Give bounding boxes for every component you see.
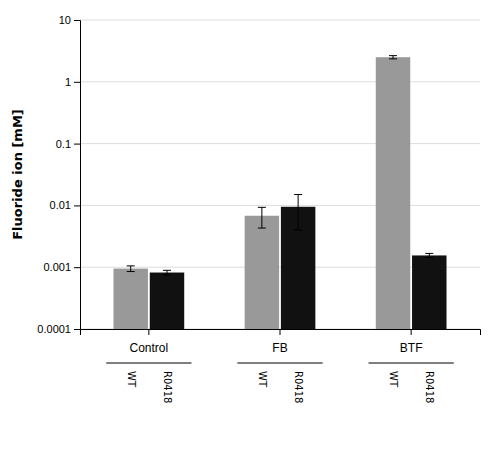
error-bar-line: [389, 55, 397, 56]
error-bar-line: [127, 271, 135, 272]
x-tick-mark: [148, 329, 149, 335]
error-bar-line: [127, 265, 135, 266]
error-bar-line: [166, 270, 167, 275]
error-bar: [425, 253, 433, 257]
bar: [150, 273, 184, 329]
bar: [113, 269, 147, 329]
error-bar: [163, 270, 171, 275]
y-tick-mark: [74, 20, 80, 21]
series: [113, 57, 410, 329]
x-tick: BTF: [400, 329, 423, 355]
error-bar-line: [425, 253, 433, 254]
y-axis-title: Fluoride ion [mM]: [10, 109, 25, 240]
y-tick-mark: [74, 144, 80, 145]
group-underline: [369, 362, 454, 363]
x-tick-mark: [280, 329, 281, 335]
series-sublabel: R0418: [424, 371, 435, 403]
x-axis: Control FB BTF: [81, 329, 481, 355]
y-tick-label: 0.001: [43, 261, 71, 273]
error-bars: [127, 56, 397, 272]
y-tick-label: 0.01: [50, 199, 71, 211]
y-tick-mark: [74, 329, 80, 330]
y-axis: 0.0001 0.001 0.01 0.1 1 10: [37, 14, 80, 335]
error-bar-line: [258, 228, 266, 229]
error-bar: [127, 266, 135, 272]
bar: [245, 216, 279, 329]
grid-line: [80, 20, 480, 21]
error-bar: [294, 195, 302, 230]
y-tick: 0.1: [56, 138, 80, 150]
y-tick-label: 0.1: [56, 138, 71, 150]
y-tick: 0.01: [50, 199, 80, 211]
grid: [80, 20, 480, 329]
x-tick-label: Control: [130, 341, 169, 355]
error-bar-line: [130, 266, 131, 272]
group-underline: [237, 362, 322, 363]
group-underline: [106, 362, 191, 363]
y-tick-mark: [74, 205, 80, 206]
y-tick-mark: [74, 82, 80, 83]
y-tick: 0.001: [43, 261, 80, 273]
error-bar-line: [294, 194, 302, 195]
error-bar: [258, 207, 266, 228]
series-sublabel: R0418: [293, 371, 304, 403]
error-bar-line: [429, 253, 430, 257]
y-tick: 1: [65, 76, 80, 88]
y-tick-label: 0.0001: [37, 323, 71, 335]
grid-line: [80, 205, 480, 206]
y-tick-mark: [74, 267, 80, 268]
y-axis-line: [74, 21, 81, 330]
error-bar-line: [261, 207, 262, 228]
marks: [113, 56, 446, 329]
chart-svg: 0.0001 0.001 0.01 0.1 1 10 Control FB BTF WT R0418…: [0, 0, 500, 459]
grid-line: [80, 81, 480, 82]
series-sublabel: WT: [126, 371, 137, 388]
x-axis-line: [81, 330, 481, 336]
series-sublabel: WT: [388, 371, 399, 388]
series-sublabel: WT: [257, 371, 268, 388]
bar: [412, 255, 446, 329]
plot: 0.0001 0.001 0.01 0.1 1 10 Control FB BTF WT R0418…: [37, 14, 480, 403]
x-tick-mark: [411, 329, 412, 335]
y-tick-label: 10: [59, 14, 71, 26]
x-tick-label: FB: [272, 341, 287, 355]
error-bar-line: [389, 58, 397, 59]
error-bar-line: [298, 195, 299, 230]
group-annotations: WT R0418 WT R0418 WT R0418: [106, 363, 454, 403]
error-bar-line: [163, 274, 171, 275]
series-sublabel: R0418: [162, 371, 173, 403]
error-bar-line: [294, 229, 302, 230]
x-tick-label: BTF: [400, 341, 423, 355]
y-tick: 0.0001: [37, 323, 80, 335]
grid-line: [80, 143, 480, 144]
x-tick: FB: [272, 329, 287, 355]
x-tick: Control: [130, 329, 169, 355]
error-bar-line: [425, 257, 433, 258]
error-bar-line: [258, 207, 266, 208]
error-bar: [389, 56, 397, 59]
bar: [376, 57, 410, 329]
error-bar-line: [163, 270, 171, 271]
error-bars: [163, 195, 433, 275]
y-tick: 10: [59, 14, 80, 26]
y-tick-label: 1: [65, 76, 71, 88]
